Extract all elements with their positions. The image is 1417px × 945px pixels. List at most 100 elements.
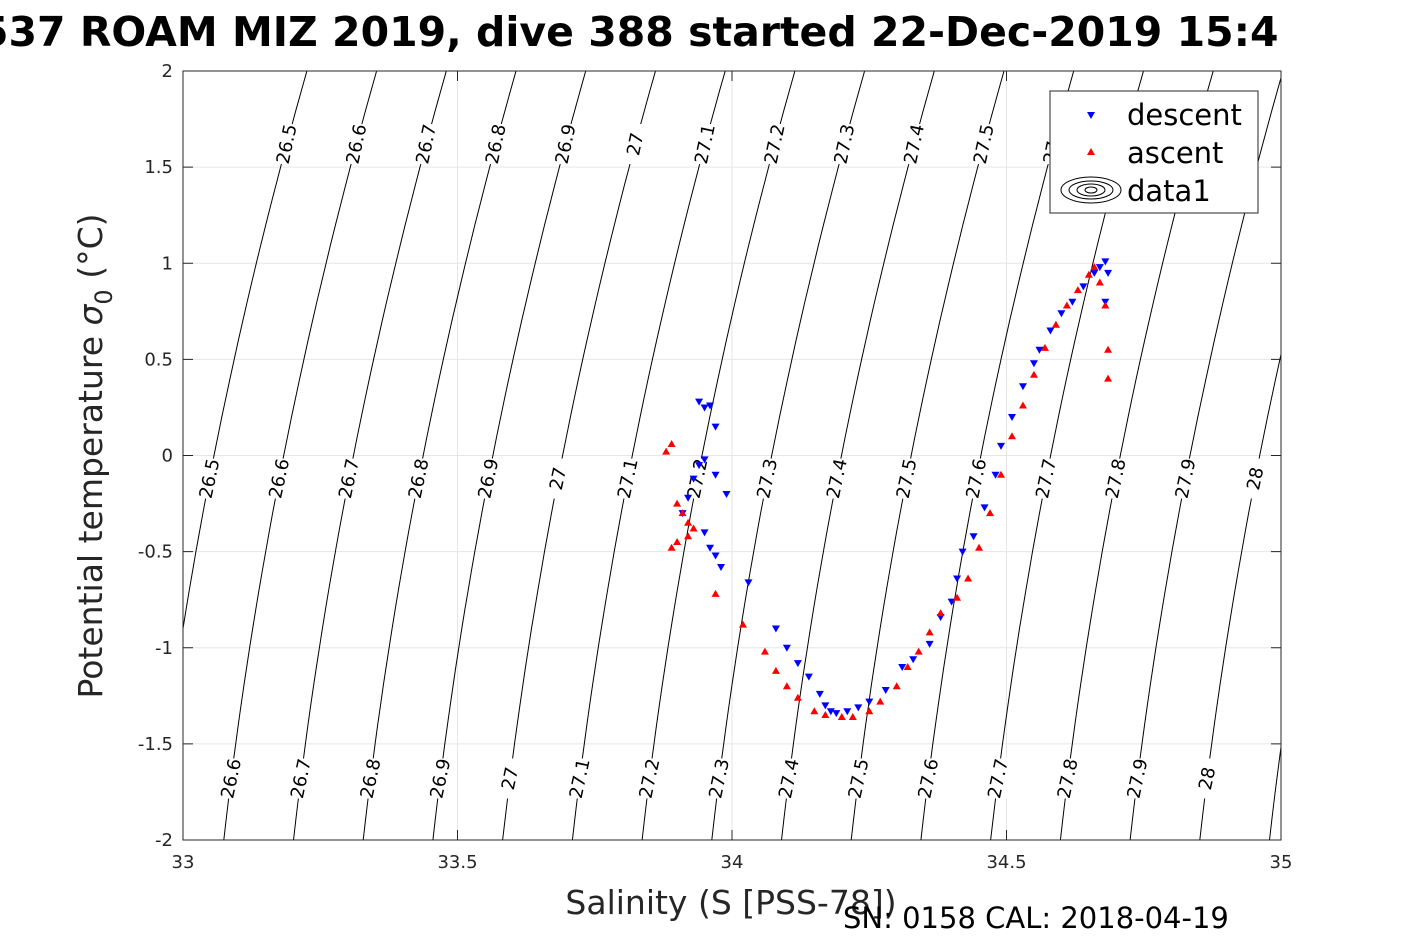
x-tick-label: 34 — [721, 852, 744, 873]
isopycnal-label-mask — [290, 758, 311, 799]
descent-point — [1029, 360, 1038, 368]
isopycnal-28 — [1199, 351, 1281, 840]
descent-point — [1018, 383, 1027, 391]
legend-label-descent: descent — [1127, 98, 1242, 132]
isopycnal-27-2 — [641, 71, 796, 840]
y-tick-label: 0 — [162, 446, 173, 467]
x-tick-label: 33 — [172, 852, 195, 873]
isopycnal-label-mask — [478, 458, 499, 499]
isopycnal-label-mask — [1175, 458, 1196, 499]
y-axis-label-subscript: 0 — [90, 289, 118, 304]
ascent-point — [914, 647, 923, 655]
isopycnal-label-mask — [500, 758, 521, 799]
descent-point — [1007, 414, 1016, 422]
descent-point — [744, 579, 753, 587]
descent-point — [717, 564, 726, 572]
isopycnal-label-mask — [408, 458, 429, 499]
legend-contour-ring — [1060, 176, 1122, 204]
isopycnal-label-mask — [694, 124, 715, 165]
descent-point — [832, 710, 841, 718]
ascent-point — [738, 620, 747, 628]
descent-point — [804, 673, 813, 681]
isopycnal-27-1 — [571, 71, 726, 840]
descent-point — [1046, 327, 1055, 335]
legend-contour-ring — [1084, 186, 1098, 194]
isopycnal-27-6 — [920, 71, 1075, 840]
isopycnal-label-mask — [338, 458, 359, 499]
isopycnal-label-mask — [918, 758, 939, 799]
ascent-point — [678, 509, 687, 517]
isopycnal-label-bottom: 27 — [498, 765, 523, 792]
ascent-point — [810, 707, 819, 715]
descent-point — [815, 690, 824, 698]
y-tick-label: -1.5 — [138, 734, 173, 755]
ascent-point — [684, 532, 693, 540]
legend-label-ascent: ascent — [1127, 136, 1223, 170]
descent-point — [711, 552, 720, 560]
ascent-point — [865, 707, 874, 715]
ascent-point — [1018, 401, 1027, 409]
ascent-point — [1095, 278, 1104, 286]
isopycnal-label-mask — [826, 458, 847, 499]
descent-point — [980, 504, 989, 512]
descent-point — [898, 663, 907, 671]
y-tick-label: -2 — [155, 830, 173, 851]
legend-marker-descent — [1087, 112, 1095, 119]
isopycnal-26-5 — [183, 71, 308, 632]
descent-point — [1057, 310, 1066, 318]
descent-point — [700, 529, 709, 537]
descent-point — [843, 708, 852, 716]
descent-point — [925, 640, 934, 648]
descent-point — [958, 548, 967, 556]
legend: descent ascent data1 — [1049, 90, 1259, 214]
ascent-point — [1104, 345, 1113, 353]
isopycnal-26-6 — [223, 71, 378, 840]
descent-point — [969, 533, 978, 541]
x-axis-label: Salinity (S [PSS-78]) — [565, 883, 896, 922]
isopycnal-label-mask — [1127, 758, 1148, 799]
isopycnal-label-mask — [430, 758, 451, 799]
legend-box — [1049, 90, 1259, 214]
ascent-point — [1029, 370, 1038, 378]
ascent-point — [667, 439, 676, 447]
ascent-point — [782, 682, 791, 690]
isopycnal-label-mask — [778, 758, 799, 799]
descent-point — [711, 471, 720, 479]
descent-point — [1035, 346, 1044, 354]
isopycnal-label-mask — [346, 124, 367, 165]
isopycnal-label-mask — [617, 458, 638, 499]
descent-point — [706, 402, 715, 410]
footer-serial-calibration: SN: 0158 CAL: 2018-04-19 — [843, 901, 1229, 935]
ascent-point — [903, 662, 912, 670]
descent-point — [700, 456, 709, 464]
isopycnal-label-mask — [988, 758, 1009, 799]
isopycnal-label-mask — [687, 458, 708, 499]
ascent-point — [760, 647, 769, 655]
legend-marker-ascent — [1087, 148, 1095, 155]
ascent-point — [975, 543, 984, 551]
isopycnal-label-mask — [199, 458, 220, 499]
y-tick-label: 1.5 — [144, 157, 173, 178]
ascent-point — [711, 589, 720, 597]
isopycnal-label-mask — [966, 458, 987, 499]
ascent-point — [771, 666, 780, 674]
descent-point — [1079, 283, 1088, 291]
isopycnal-label-mask — [764, 124, 785, 165]
x-tick-label: 33.5 — [437, 852, 477, 873]
ascent-point — [1051, 320, 1060, 328]
descent-point — [695, 398, 704, 406]
descent-point — [684, 494, 693, 502]
descent-point — [700, 404, 709, 412]
isopycnal-label-top: 27 — [623, 131, 648, 158]
isopycnal-label-mask — [416, 124, 437, 165]
series-ascent — [662, 263, 1113, 720]
ascent-point — [936, 609, 945, 617]
descent-point — [1068, 298, 1077, 306]
isopycnal-label-mask — [276, 124, 297, 165]
y-axis-label-unit: (°C) — [71, 214, 110, 290]
isopycnal-label-mask — [896, 458, 917, 499]
descent-point — [782, 644, 791, 652]
isopycnal-27-3 — [711, 71, 866, 840]
ascent-point — [793, 693, 802, 701]
